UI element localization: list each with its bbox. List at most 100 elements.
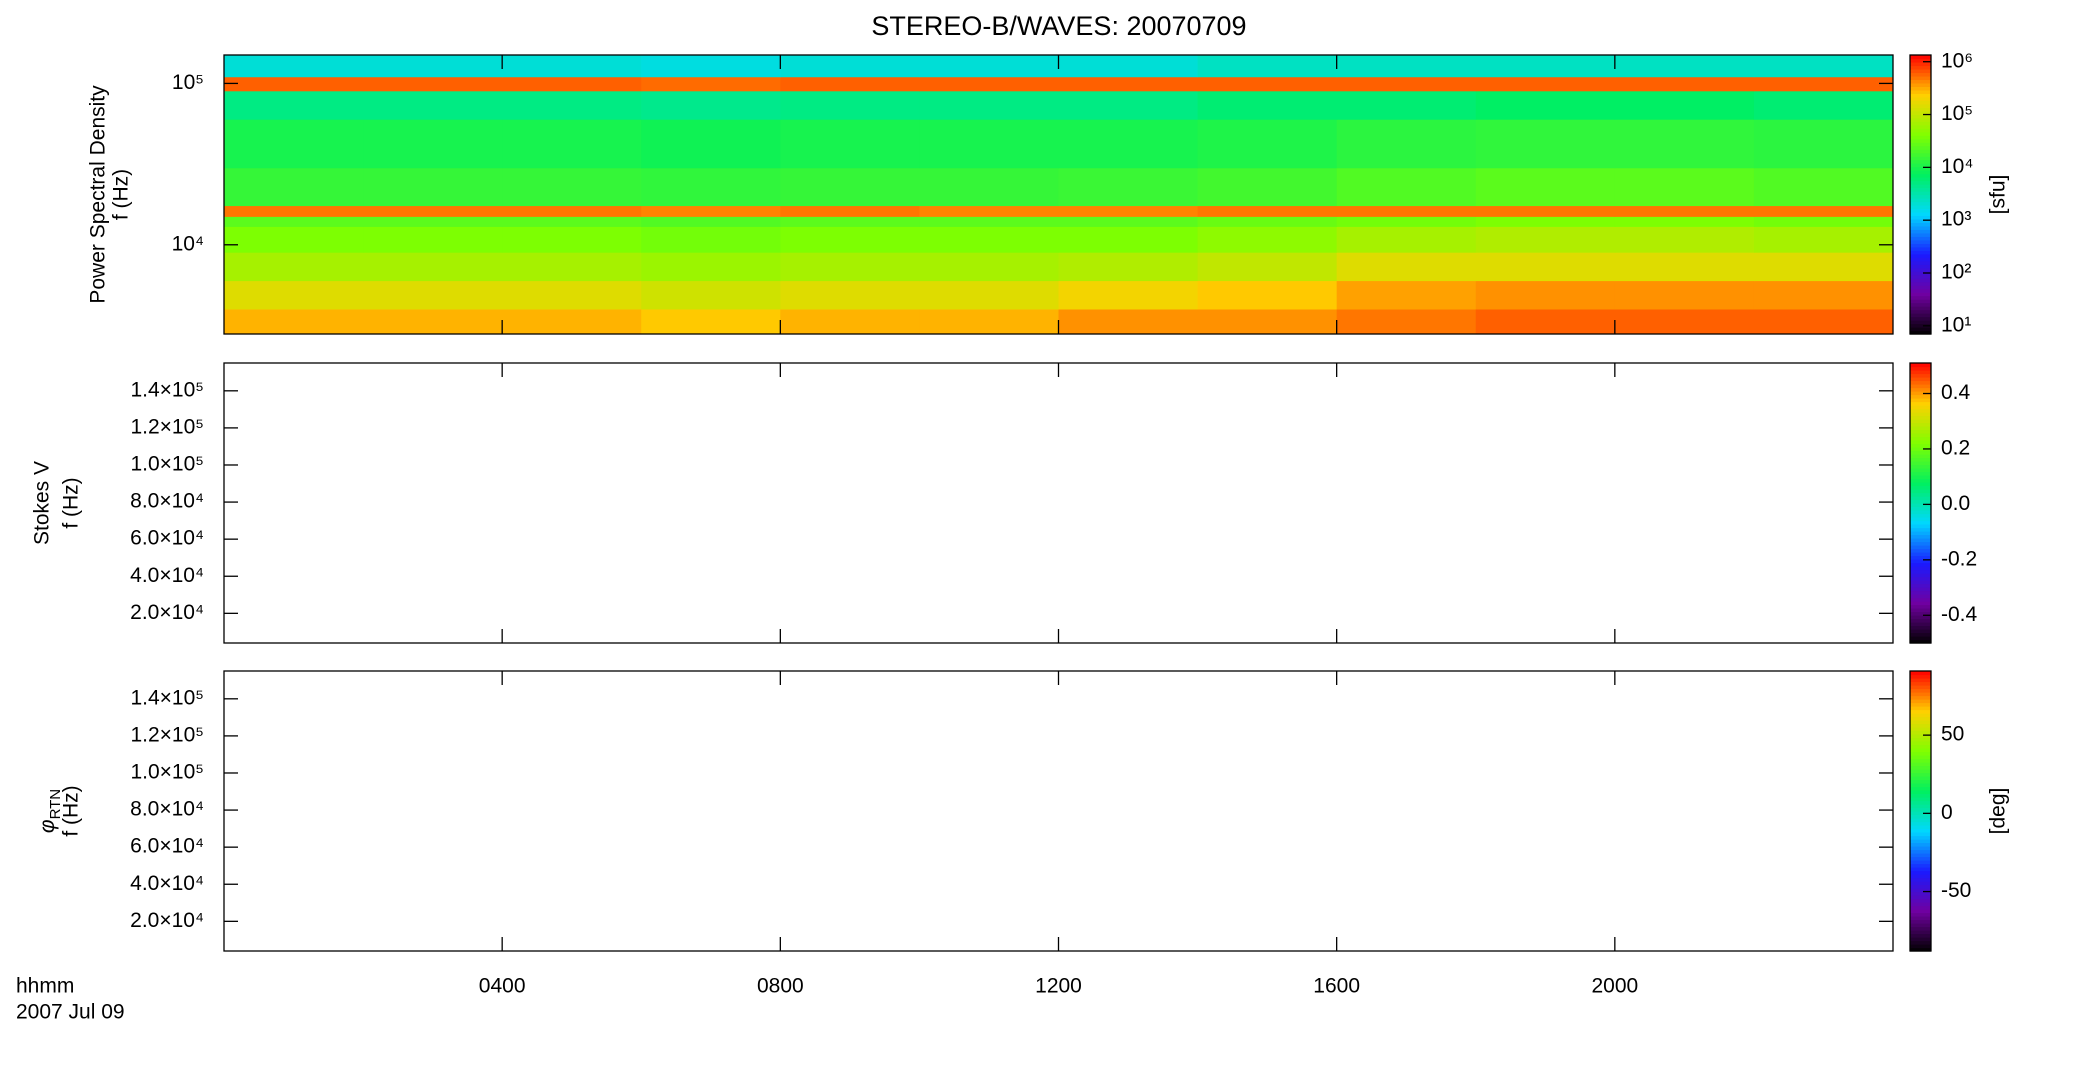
- colorbar-segment: [1910, 436, 1931, 441]
- colorbar-segment: [1910, 835, 1931, 840]
- heatmap-cell: [1614, 76, 1755, 92]
- colorbar-segment: [1910, 180, 1931, 185]
- heatmap-cell: [1197, 309, 1338, 335]
- colorbar-segment: [1910, 706, 1931, 711]
- heatmap-cell: [1614, 90, 1755, 120]
- colorbar-segment: [1910, 573, 1931, 578]
- heatmap-cell: [1197, 76, 1338, 92]
- heatmap-cell: [1336, 216, 1477, 227]
- colorbar-segment: [1910, 636, 1931, 641]
- heatmap-cell: [1475, 226, 1616, 253]
- heatmap-cell: [1336, 280, 1477, 310]
- colorbar-segment: [1910, 776, 1931, 781]
- colorbar-segment: [1910, 447, 1931, 452]
- y-axis-label: f (Hz): [60, 477, 83, 528]
- heatmap-cell: [363, 76, 503, 92]
- colorbar-segment: [1910, 316, 1931, 321]
- colorbar-segment: [1910, 288, 1931, 293]
- colorbar-segment: [1910, 128, 1931, 133]
- colorbar-segment: [1910, 426, 1931, 431]
- date-label: 2007 Jul 09: [16, 1001, 125, 1024]
- colorbar-segment: [1910, 545, 1931, 550]
- colorbar-segment: [1910, 604, 1931, 609]
- colorbar-segment: [1910, 713, 1931, 718]
- heatmap-cell: [1614, 226, 1755, 253]
- colorbar-segment: [1910, 926, 1931, 931]
- colorbar-segment: [1910, 250, 1931, 255]
- colorbar-segment: [1910, 772, 1931, 777]
- colorbar-segment: [1910, 107, 1931, 112]
- colorbar-segment: [1910, 114, 1931, 119]
- heatmap-cell: [363, 216, 503, 227]
- colorbar-segment: [1910, 197, 1931, 203]
- colorbar-segment: [1910, 730, 1931, 735]
- colorbar-segment: [1910, 562, 1931, 567]
- colorbar-segment: [1910, 517, 1931, 522]
- colorbar-label: [deg]: [1987, 788, 2010, 835]
- colorbar-segment: [1910, 902, 1931, 907]
- colorbar-segment: [1910, 895, 1931, 900]
- colorbar-segment: [1910, 429, 1931, 434]
- heatmap-cell: [641, 252, 781, 282]
- colorbar-segment: [1910, 758, 1931, 763]
- colorbar-segment: [1910, 597, 1931, 602]
- colorbar-segment: [1910, 135, 1931, 140]
- colorbar-segment: [1910, 253, 1931, 258]
- colorbar-segment: [1910, 891, 1931, 896]
- y-tick-label: 1.0×10⁵: [130, 761, 204, 784]
- colorbar-segment: [1910, 482, 1931, 487]
- colorbar-segment: [1910, 944, 1931, 949]
- colorbar-segment: [1910, 422, 1931, 427]
- heatmap-cell: [224, 76, 364, 92]
- heatmap-cell: [1614, 309, 1755, 335]
- y-axis-label: Stokes V: [31, 461, 54, 545]
- heatmap-cell: [363, 226, 503, 253]
- heatmap-cell: [502, 119, 642, 169]
- heatmap-cell: [1753, 309, 1894, 335]
- colorbar-segment: [1910, 211, 1931, 217]
- plot-frame: [223, 670, 1894, 952]
- heatmap-cell: [1336, 226, 1477, 253]
- heatmap-cell: [1614, 280, 1755, 310]
- colorbar-segment: [1910, 408, 1931, 413]
- heatmap-cell: [224, 119, 364, 169]
- heatmap-cell: [1614, 216, 1755, 227]
- heatmap-cell: [224, 90, 364, 120]
- colorbar-segment: [1910, 468, 1931, 473]
- colorbar-segment: [1910, 940, 1931, 945]
- heatmap-cell: [1197, 280, 1338, 310]
- colorbar-segment: [1910, 734, 1931, 739]
- colorbar-segment: [1910, 793, 1931, 798]
- colorbar-segment: [1910, 520, 1931, 525]
- heatmap-cell: [1336, 252, 1477, 282]
- heatmap-cell: [1058, 280, 1199, 310]
- heatmap-cell: [1614, 205, 1755, 217]
- colorbar-segment: [1910, 489, 1931, 494]
- colorbar-segment: [1910, 856, 1931, 861]
- colorbar-segment: [1910, 187, 1931, 192]
- heatmap-cell: [1614, 55, 1755, 78]
- heatmap-cell: [1475, 252, 1616, 282]
- heatmap-cell: [1197, 205, 1338, 217]
- colorbar-segment: [1910, 702, 1931, 707]
- colorbar-segment: [1910, 433, 1931, 438]
- heatmap-cell: [1753, 55, 1894, 78]
- colorbar-segment: [1910, 86, 1931, 91]
- heatmap-cell: [780, 280, 920, 310]
- colorbar-segment: [1910, 330, 1931, 335]
- colorbar-segment: [1910, 601, 1931, 606]
- colorbar-segment: [1910, 860, 1931, 865]
- y-tick-label: 10⁴: [172, 232, 204, 255]
- colorbar-segment: [1910, 779, 1931, 784]
- colorbar-segment: [1910, 594, 1931, 599]
- colorbar-segment: [1910, 461, 1931, 466]
- heatmap-cell: [641, 76, 781, 92]
- colorbar-segment: [1910, 281, 1931, 286]
- colorbar-segment: [1910, 373, 1931, 378]
- heatmap-cell: [641, 309, 781, 335]
- heatmap-cell: [502, 205, 642, 217]
- colorbar-segment: [1910, 75, 1931, 81]
- colorbar-segment: [1910, 401, 1931, 406]
- colorbar-segment: [1910, 832, 1931, 837]
